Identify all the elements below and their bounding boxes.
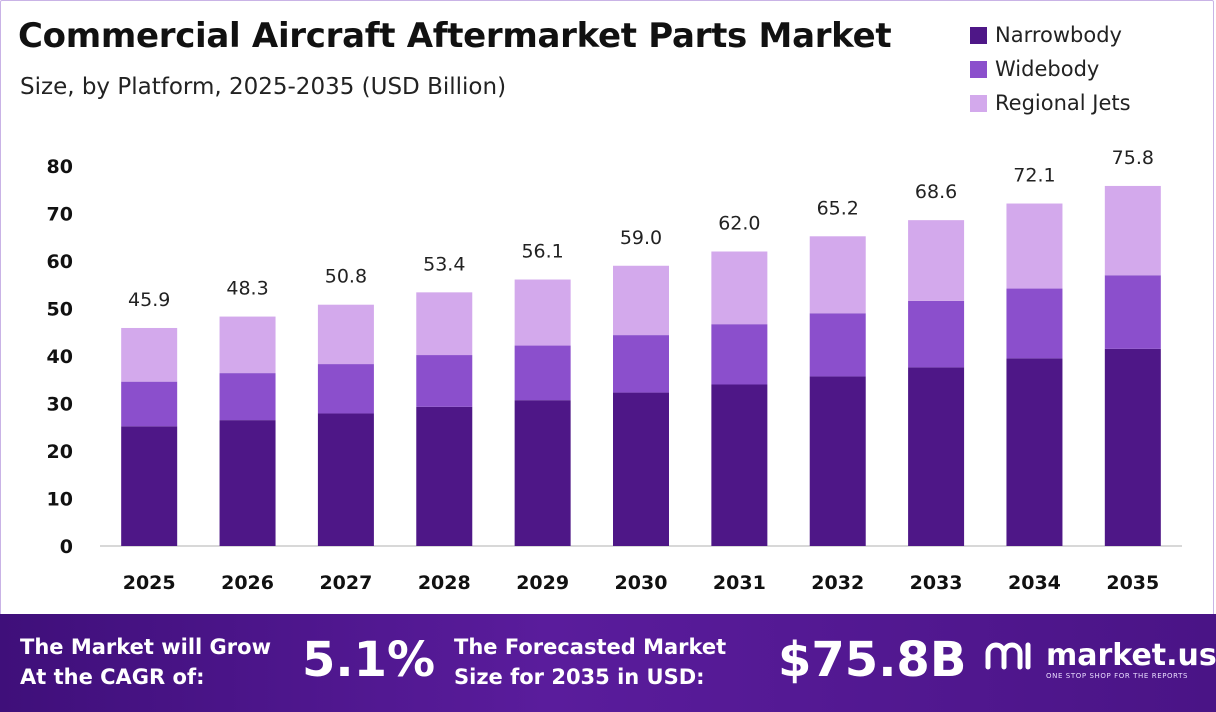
y-tick-label: 60 [47, 251, 73, 273]
total-label-2029: 56.1 [521, 241, 563, 263]
x-tick-label-2033: 2033 [910, 572, 963, 594]
legend-item-regional-jets: Regional Jets [970, 86, 1131, 120]
forecast-value: $75.8B [778, 632, 967, 688]
total-label-2032: 65.2 [817, 197, 859, 219]
legend-swatch-widebody [970, 60, 987, 78]
x-tick-label-2025: 2025 [123, 572, 176, 594]
y-tick-label: 0 [60, 536, 73, 558]
y-tick-label: 30 [47, 394, 73, 416]
bar-segment-narrowbody-2034 [1006, 358, 1063, 546]
bar-segment-widebody-2029 [514, 345, 571, 401]
x-tick-label-2032: 2032 [811, 572, 864, 594]
market-us-logo-icon [985, 642, 1031, 669]
bar-segment-regional-jets-2034 [1006, 203, 1063, 289]
chart-subtitle: Size, by Platform, 2025-2035 (USD Billio… [20, 74, 507, 100]
x-tick-label-2034: 2034 [1008, 572, 1061, 594]
x-tick-label-2031: 2031 [713, 572, 766, 594]
y-tick-label: 80 [47, 156, 73, 178]
total-label-2034: 72.1 [1013, 165, 1055, 187]
legend-label-widebody: Widebody [995, 57, 1100, 81]
y-tick-label: 70 [47, 204, 73, 226]
cagr-label: The Market will Grow At the CAGR of: [20, 632, 271, 692]
total-label-2028: 53.4 [423, 253, 465, 275]
bar-segment-regional-jets-2027 [317, 304, 374, 365]
bar-segment-widebody-2025 [121, 381, 178, 427]
legend-label-regional-jets: Regional Jets [995, 91, 1131, 115]
bar-segment-widebody-2030 [613, 335, 669, 393]
y-tick-label: 50 [47, 299, 73, 321]
bar-segment-narrowbody-2030 [613, 392, 669, 546]
bar-segment-narrowbody-2029 [514, 400, 571, 546]
bar-segment-widebody-2033 [908, 300, 965, 368]
x-tick-label-2030: 2030 [615, 572, 668, 594]
bar-segment-regional-jets-2032 [809, 236, 866, 314]
bar-segment-narrowbody-2025 [121, 426, 178, 546]
bar-segment-narrowbody-2028 [416, 406, 473, 546]
bar-segment-narrowbody-2031 [711, 384, 768, 546]
bar-segment-regional-jets-2029 [514, 279, 571, 346]
bar-segment-narrowbody-2026 [219, 420, 276, 546]
bar-segment-regional-jets-2031 [711, 251, 768, 325]
cagr-label-line1: The Market will Grow [20, 635, 271, 659]
total-label-2025: 45.9 [128, 289, 170, 311]
bar-segment-widebody-2031 [711, 324, 768, 385]
legend-label-narrowbody: Narrowbody [995, 23, 1122, 47]
y-tick-label: 40 [47, 346, 73, 368]
cagr-label-line2: At the CAGR of: [20, 665, 205, 689]
chart-title: Commercial Aircraft Aftermarket Parts Ma… [18, 16, 892, 56]
bar-segment-narrowbody-2027 [317, 413, 374, 546]
legend: Narrowbody Widebody Regional Jets [970, 18, 1131, 120]
bar-segment-widebody-2032 [809, 313, 866, 377]
legend-item-widebody: Widebody [970, 52, 1131, 86]
bar-segment-widebody-2027 [317, 364, 374, 414]
total-label-2027: 50.8 [325, 266, 367, 288]
y-tick-label: 20 [47, 441, 73, 463]
footer-banner: The Market will Grow At the CAGR of: 5.1… [0, 614, 1216, 712]
bar-segment-regional-jets-2033 [908, 220, 965, 301]
total-label-2033: 68.6 [915, 181, 957, 203]
x-tick-label-2035: 2035 [1106, 572, 1159, 594]
y-tick-label: 10 [47, 489, 73, 511]
bar-segment-regional-jets-2028 [416, 292, 473, 356]
cagr-value: 5.1% [302, 632, 436, 688]
bar-segment-widebody-2028 [416, 355, 473, 407]
x-tick-label-2026: 2026 [221, 572, 274, 594]
forecast-label-line1: The Forecasted Market [454, 635, 727, 659]
x-tick-label-2027: 2027 [319, 572, 372, 594]
bar-segment-regional-jets-2030 [613, 265, 669, 336]
brand-logo: market.us [984, 638, 1216, 673]
legend-swatch-regional-jets [970, 94, 987, 112]
total-label-2030: 59.0 [620, 227, 662, 249]
total-label-2031: 62.0 [718, 213, 760, 235]
total-label-2035: 75.8 [1112, 147, 1154, 169]
bar-segment-widebody-2034 [1006, 288, 1063, 359]
bar-segment-regional-jets-2026 [219, 316, 276, 374]
bar-segment-regional-jets-2035 [1104, 185, 1161, 276]
bar-chart: 0102030405060708045.9202548.3202650.8202… [47, 147, 1182, 594]
total-label-2026: 48.3 [226, 278, 268, 300]
bar-segment-widebody-2026 [219, 373, 276, 421]
legend-swatch-narrowbody [970, 26, 987, 44]
legend-item-narrowbody: Narrowbody [970, 18, 1131, 52]
forecast-label: The Forecasted Market Size for 2035 in U… [454, 632, 726, 692]
x-tick-label-2028: 2028 [418, 572, 471, 594]
bar-segment-narrowbody-2033 [908, 367, 965, 546]
bar-segment-narrowbody-2032 [809, 376, 866, 546]
forecast-label-line2: Size for 2035 in USD: [454, 665, 705, 689]
brand-tagline: ONE STOP SHOP FOR THE REPORTS [1046, 672, 1189, 680]
x-tick-label-2029: 2029 [516, 572, 569, 594]
bar-segment-widebody-2035 [1104, 275, 1161, 349]
bar-segment-regional-jets-2025 [121, 327, 178, 382]
bar-segment-narrowbody-2035 [1104, 348, 1161, 546]
brand-name: market.us [1046, 638, 1216, 673]
